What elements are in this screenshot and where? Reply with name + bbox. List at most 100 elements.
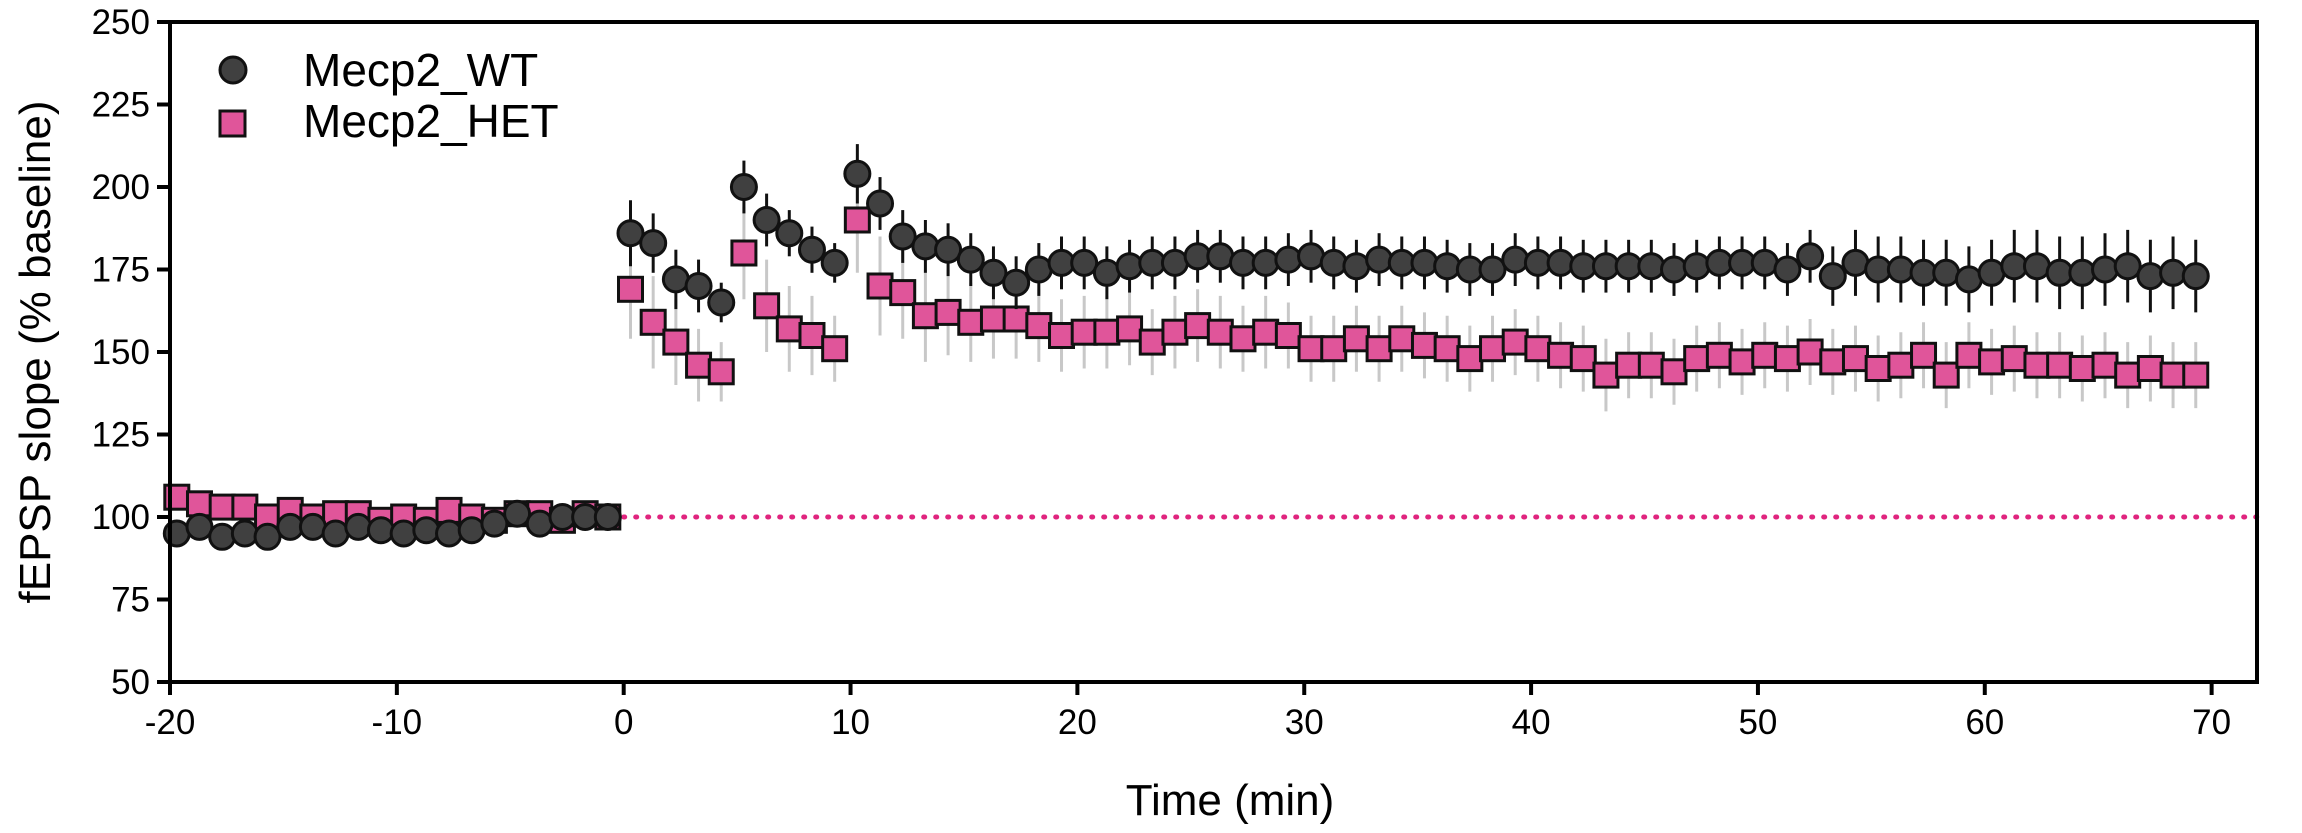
mecp2-wt-point: [389, 519, 418, 548]
mecp2-het-point: [889, 279, 917, 307]
mecp2-het-point: [843, 206, 871, 234]
mecp2-het-point: [2159, 361, 2187, 389]
mecp2-wt-point: [1070, 248, 1099, 277]
mecp2-wt-point: [230, 519, 259, 548]
mecp2-wt-point: [1841, 248, 1870, 277]
mecp2-het-point: [1910, 341, 1938, 369]
mecp2-wt-point: [298, 512, 327, 541]
x-tick-label: 30: [1285, 703, 1324, 742]
mecp2-wt-point: [2068, 258, 2097, 287]
mecp2-het-point: [1002, 305, 1030, 333]
mecp2-wt-point: [1251, 248, 1280, 277]
mecp2-het-point: [662, 328, 690, 356]
mecp2-wt-point: [503, 499, 532, 528]
legend-wt-marker: [218, 55, 248, 85]
mecp2-het-point: [1320, 335, 1348, 363]
mecp2-het-point: [2114, 361, 2142, 389]
mecp2-het-point: [2023, 351, 2051, 379]
mecp2-wt-point: [1365, 245, 1394, 274]
x-axis-label: Time (min): [1126, 776, 1335, 825]
mecp2-wt-point: [1501, 245, 1530, 274]
mecp2-het-point: [1410, 331, 1438, 359]
legend-het-marker: [218, 109, 247, 138]
y-tick-label: 100: [92, 498, 150, 537]
mecp2-wt-point: [684, 272, 713, 300]
mecp2-het-point: [1093, 318, 1121, 346]
mecp2-wt-point: [1954, 265, 1983, 294]
mecp2-wt-point: [1818, 262, 1847, 291]
mecp2-het-point: [1479, 335, 1507, 363]
mecp2-het-point: [1773, 345, 1801, 373]
y-axis-ticks: 50 75 100 125 150 175 200 225 250: [92, 3, 170, 702]
mecp2-het-point: [1456, 345, 1484, 373]
legend-het-label: Mecp2_HET: [303, 95, 559, 147]
mecp2-wt-point: [1024, 255, 1053, 284]
mecp2-wt-point: [888, 222, 917, 251]
mecp2-het-point: [2182, 361, 2210, 389]
mecp2-wt-point: [185, 512, 214, 541]
mecp2-wt-point: [797, 235, 826, 264]
mecp2-het-point: [1932, 361, 1960, 389]
mecp2-het-point: [707, 358, 735, 386]
mecp2-wt-point: [1297, 242, 1326, 271]
mecp2-wt-point: [480, 509, 509, 538]
y-tick-label: 175: [92, 251, 150, 290]
mecp2-het-point: [1955, 341, 1983, 369]
mecp2-het-point: [1841, 345, 1869, 373]
mecp2-wt-point: [2136, 262, 2165, 291]
mecp2-het-point: [231, 493, 259, 521]
y-tick-label: 50: [111, 663, 150, 702]
x-tick-label: 0: [614, 703, 633, 742]
x-axis-ticks: -20 -10 0 10 20 30 40 50 60 70: [145, 682, 2231, 742]
mecp2-wt-point: [1796, 242, 1825, 271]
mecp2-het-point: [1138, 328, 1166, 356]
mecp2-het-point: [866, 272, 894, 300]
mecp2-het-point: [1751, 341, 1779, 369]
mecp2-het-point: [1229, 325, 1257, 353]
mecp2-wt-point: [1932, 258, 1961, 287]
mecp2-wt-point: [911, 232, 940, 261]
mecp2-het-point: [1206, 318, 1234, 346]
y-axis-label: fEPSP slope (% baseline): [11, 100, 60, 603]
mecp2-wt-point: [208, 522, 237, 551]
mecp2-het-point: [1524, 335, 1552, 363]
mecp2-wt-point: [2181, 262, 2210, 291]
mecp2-wt-point: [2022, 252, 2051, 281]
mecp2-wt-point: [344, 512, 373, 541]
mecp2-wt-point: [866, 189, 895, 218]
mecp2-wt-point: [979, 258, 1008, 287]
mecp2-wt-point: [956, 245, 985, 274]
mecp2-wt-point: [707, 288, 736, 317]
mecp2-het-point: [2046, 351, 2074, 379]
mecp2-wt-point: [1002, 268, 1031, 297]
mecp2-wt-point: [457, 516, 486, 545]
mecp2-het-point: [2000, 345, 2028, 373]
mecp2-het-point: [1252, 318, 1280, 346]
mecp2-wt-point: [525, 509, 554, 538]
mecp2-wt-point: [1092, 258, 1121, 287]
mecp2-het-point: [1501, 328, 1529, 356]
mecp2-wt-point: [435, 519, 464, 548]
mecp2-het-point: [1887, 351, 1915, 379]
mecp2-wt-point: [639, 229, 668, 258]
mecp2-het-point: [1365, 335, 1393, 363]
mecp2-wt-point: [593, 503, 622, 531]
mecp2-het-point: [2091, 351, 2119, 379]
mecp2-het-point: [1025, 312, 1053, 340]
series-mecp2-wt: [162, 144, 2210, 551]
mecp2-wt-point: [321, 519, 350, 548]
legend: Mecp2_WT Mecp2_HET: [218, 44, 559, 147]
mecp2-wt-point: [1115, 252, 1144, 281]
mecp2-wt-point: [775, 219, 804, 248]
y-tick-label: 150: [92, 333, 150, 372]
mecp2-het-point: [1796, 338, 1824, 366]
mecp2-het-point: [1161, 318, 1189, 346]
mecp2-het-point: [979, 305, 1007, 333]
x-tick-label: 40: [1512, 703, 1551, 742]
mecp2-het-point: [775, 315, 803, 343]
mecp2-wt-point: [729, 173, 758, 201]
mecp2-het-point: [753, 292, 781, 320]
mecp2-het-point: [1274, 322, 1302, 349]
mecp2-het-point: [208, 493, 236, 521]
